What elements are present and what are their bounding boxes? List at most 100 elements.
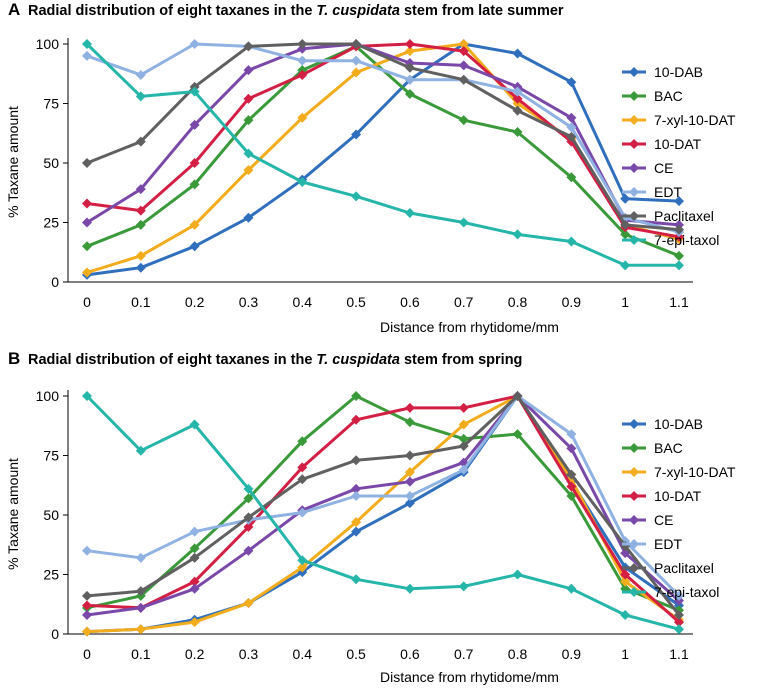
panel-b-point-7-epi-taxol xyxy=(135,445,146,456)
panel-a-line-10-dat xyxy=(86,42,680,239)
panel-b-x-axis-title: Distance from rhytidome/mm xyxy=(380,669,559,685)
panel-b-line-10-dat xyxy=(86,394,680,624)
panel-a-legend-marker xyxy=(629,211,639,221)
panel-b-point-paclitaxel xyxy=(566,469,577,480)
panel-b-point-bac xyxy=(351,391,362,401)
panel-b-point-paclitaxel xyxy=(189,552,200,563)
panel-a-line-ce xyxy=(86,42,680,227)
panel-a-point-10-dat xyxy=(458,46,469,57)
panel-b-point-paclitaxel xyxy=(458,440,469,451)
panel-a-point-bac xyxy=(620,229,631,240)
panel-b-legend-item-ce: CE xyxy=(622,512,673,528)
panel-b-point-edt xyxy=(674,590,684,601)
panel-b-plot: 0 25 50 75 100 0 0.1 0.2 0.3 0.4 0.5 0.6 0.7 0.8 0.9 1 1… xyxy=(36,388,693,662)
panel-b-point-7-xyl-10-dat xyxy=(458,419,469,430)
panel-a-point-edt xyxy=(351,55,362,66)
panel-b-legend-item-7-xyl-10-dat: 7-xyl-10-DAT xyxy=(622,464,736,480)
panel-a-point-bac xyxy=(458,115,469,126)
panel-a-series-7-epi-taxol xyxy=(82,39,684,271)
panel-b-point-edt xyxy=(566,429,577,440)
panel-a-y-tick-label: 25 xyxy=(43,215,59,231)
panel-a-y-tick-label: 100 xyxy=(36,36,60,52)
panel-b-series-edt xyxy=(82,391,684,601)
panel-a-legend-label: 7-xyl-10-DAT xyxy=(654,112,736,128)
panel-b-point-bac xyxy=(243,493,254,504)
panel-b-point-paclitaxel xyxy=(351,455,362,466)
panel-a-point-edt xyxy=(135,69,146,80)
panel-a-legend-label: EDT xyxy=(654,184,682,200)
panel-b-point-paclitaxel xyxy=(82,590,92,601)
panel-a-point-bac xyxy=(243,115,254,126)
panel-a-point-10-dab xyxy=(351,129,362,140)
panel-a-point-ce xyxy=(135,184,146,195)
panel-b-legend-marker xyxy=(629,563,639,573)
panel-a-point-10-dab xyxy=(566,77,577,88)
panel-a-point-ce xyxy=(566,112,577,123)
panel-b-legend-item-10-dab: 10-DAB xyxy=(622,416,703,432)
panel-b-point-7-xyl-10-dat xyxy=(189,617,200,628)
panel-b-y-tick-label: 75 xyxy=(43,448,59,464)
panel-a-legend-marker xyxy=(629,187,639,197)
panel-a-point-7-epi-taxol xyxy=(189,86,200,97)
panel-a-point-7-epi-taxol xyxy=(512,229,523,240)
panel-b-y-tick-label: 25 xyxy=(43,567,59,583)
panel-a-x-tick-label: 0.6 xyxy=(400,294,420,310)
panel-a-point-10-dab xyxy=(512,48,523,59)
panel-a-title-part-3: stem from late summer xyxy=(400,3,564,19)
panel-a-point-7-epi-taxol xyxy=(674,260,684,271)
panel-a-point-bac xyxy=(674,250,684,261)
panel-b-point-ce xyxy=(351,483,362,494)
panel-b-legend-marker xyxy=(629,443,639,453)
panel-a-legend-label: 7-epi-taxol xyxy=(654,232,719,248)
panel-b-point-edt xyxy=(82,545,92,556)
panel-b-x-tick-label: 0 xyxy=(83,646,91,662)
panel-a-legend: 10-DAB BAC 7-xyl-10-DAT 10-DAT CE EDT Paclitax… xyxy=(622,64,736,248)
panel-b-point-7-xyl-10-dat xyxy=(620,576,631,587)
panel-a-point-paclitaxel xyxy=(674,224,684,235)
panel-b-legend-label: 10-DAT xyxy=(654,488,702,504)
panel-a-line-7-epi-taxol xyxy=(85,42,679,267)
panel-b-legend-item-10-dat: 10-DAT xyxy=(622,488,702,504)
panel-a-point-7-epi-taxol xyxy=(620,260,631,271)
panel-a-point-7-xyl-10-dat xyxy=(189,219,200,230)
panel-a-point-7-xyl-10-dat xyxy=(82,267,92,278)
panel-b-point-paclitaxel xyxy=(297,474,308,485)
panel-a-point-10-dab xyxy=(674,196,684,207)
panel-a-legend-label: CE xyxy=(654,160,673,176)
panel-b-point-10-dat xyxy=(620,569,631,580)
panel-b-legend-label: 7-xyl-10-DAT xyxy=(654,464,736,480)
panel-b-point-ce xyxy=(189,583,200,594)
panel-b-point-edt xyxy=(135,552,146,563)
panel-b-point-edt xyxy=(351,490,362,501)
panel-b-point-10-dat xyxy=(351,414,362,425)
panel-b-point-ce xyxy=(404,476,415,487)
panel-b-series-7-epi-taxol xyxy=(82,391,684,635)
panel-b-x-tick-label: 0.1 xyxy=(131,646,151,662)
panel-b-point-10-dat xyxy=(297,462,308,473)
panel-b-line-7-epi-taxol xyxy=(85,394,680,631)
panel-b-point-bac xyxy=(297,436,308,447)
panel-a-point-7-xyl-10-dat xyxy=(404,46,415,57)
panel-a-series-10-dab xyxy=(82,39,684,280)
panel-b-title-part-1: Radial distribution of eight taxanes in … xyxy=(28,352,316,368)
panel-b-y-axis-title: % Taxane amount xyxy=(5,458,21,570)
panel-a-title-part-1: Radial distribution of eight taxanes in … xyxy=(28,3,316,19)
panel-a-point-paclitaxel xyxy=(566,131,577,142)
panel-a-point-paclitaxel xyxy=(404,62,415,73)
panel-a-letter: A xyxy=(8,0,20,19)
panel-b-legend-label: 10-DAB xyxy=(654,416,703,432)
panel-a-point-ce xyxy=(82,217,92,228)
panel-a-point-bac xyxy=(512,127,523,138)
panel-a-point-10-dab xyxy=(620,193,631,204)
panel-b-point-10-dat xyxy=(243,521,254,532)
panel-a-point-7-xyl-10-dat xyxy=(458,39,469,49)
panel-a-point-7-epi-taxol xyxy=(297,177,308,188)
panel-a-title-species: T. cuspidata xyxy=(316,3,400,19)
panel-b-point-bac xyxy=(404,417,415,428)
panel-a-point-10-dab xyxy=(189,241,200,252)
panel-a-point-paclitaxel xyxy=(512,105,523,116)
panel-b-point-7-epi-taxol xyxy=(189,419,200,430)
panel-a-point-7-epi-taxol xyxy=(351,191,362,202)
panel-a-point-10-dab xyxy=(135,262,146,273)
